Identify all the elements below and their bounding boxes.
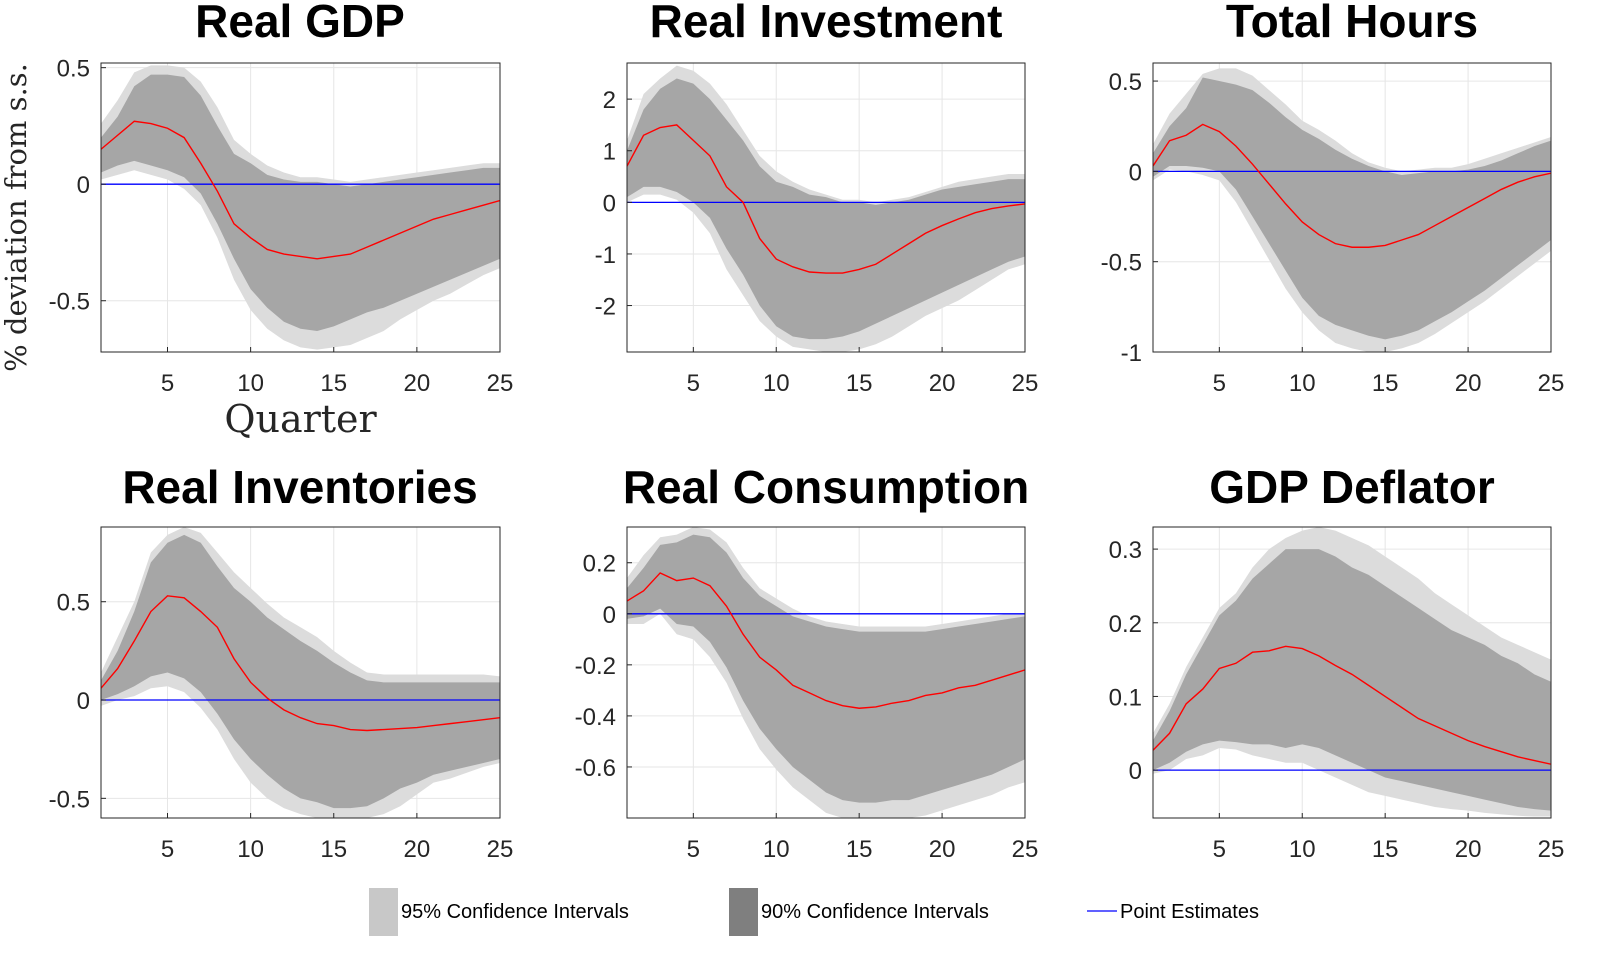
x-tick-label: 25	[1538, 836, 1565, 863]
legend-label-point: Point Estimates	[1120, 901, 1259, 923]
x-tick-label: 15	[320, 836, 347, 863]
y-tick-label: 0.1	[1109, 684, 1142, 711]
y-tick-label: 1	[603, 139, 616, 166]
x-tick-label: 10	[1289, 836, 1316, 863]
panel-real-investment: 5 10 15 20 25 -2 -1 0 1 2 Real Investment	[595, 0, 1039, 397]
y-tick-label: -1	[1121, 340, 1142, 367]
x-tick-label: 5	[1213, 836, 1226, 863]
x-tick-label: 20	[929, 370, 956, 397]
legend: 95% Confidence Intervals 90% Confidence I…	[369, 888, 1259, 936]
x-tick-label: 20	[1455, 370, 1482, 397]
data-layer	[1153, 68, 1551, 352]
y-tick-label: -0.6	[575, 755, 616, 782]
x-tick-label: 25	[1538, 370, 1565, 397]
y-tick-label: 0	[77, 688, 90, 715]
x-tick-label: 15	[846, 370, 873, 397]
y-tick-label: 0.2	[1109, 611, 1142, 638]
ci90-band	[101, 535, 500, 808]
x-tick-label: 15	[1372, 370, 1399, 397]
y-tick-label: 0.3	[1109, 537, 1142, 564]
ci90-band	[1153, 77, 1551, 339]
legend-swatch-ci90	[729, 888, 758, 936]
x-tick-label: 15	[320, 370, 347, 397]
ci90-band	[627, 535, 1025, 803]
panel-title: GDP Deflator	[1209, 461, 1495, 513]
x-tick-label: 25	[1012, 370, 1039, 397]
y-axis-label: % deviation from s.s.	[0, 63, 33, 372]
y-tick-label: 0	[1129, 159, 1142, 186]
y-tick-label: -0.5	[49, 786, 90, 813]
panel-gdp-deflator: 5 10 15 20 25 0 0.1 0.2 0.3 GDP Deflator	[1109, 461, 1565, 863]
panel-title: Total Hours	[1226, 0, 1478, 47]
y-tick-label: -0.5	[1101, 250, 1142, 277]
y-tick-label: -0.5	[49, 289, 90, 316]
data-layer	[1153, 527, 1551, 817]
panel-real-gdp: 5 10 15 20 25 -0.5 0 0.5 Real GDP % deviation fro…	[0, 0, 513, 441]
x-axis-label: Quarter	[224, 397, 377, 441]
x-tick-label: 25	[487, 836, 514, 863]
y-tick-label: 0	[603, 602, 616, 629]
legend-swatch-ci95	[369, 888, 398, 936]
y-tick-label: -0.2	[575, 653, 616, 680]
y-tick-label: 2	[603, 87, 616, 114]
x-tick-label: 10	[763, 836, 790, 863]
y-tick-label: -1	[595, 242, 616, 269]
y-tick-label: 0.5	[1109, 69, 1142, 96]
legend-label-ci95: 95% Confidence Intervals	[401, 901, 629, 923]
panel-title: Real GDP	[195, 0, 405, 47]
x-tick-label: 20	[1455, 836, 1482, 863]
legend-label-ci90: 90% Confidence Intervals	[761, 901, 989, 923]
x-tick-label: 25	[487, 370, 514, 397]
x-tick-label: 20	[404, 370, 431, 397]
panel-title: Real Investment	[650, 0, 1003, 47]
x-tick-label: 10	[237, 836, 264, 863]
panel-real-inventories: 5 10 15 20 25 -0.5 0 0.5 Real Inventories	[49, 461, 514, 863]
x-tick-label: 15	[1372, 836, 1399, 863]
panel-title: Real Inventories	[122, 461, 477, 513]
x-tick-label: 10	[237, 370, 264, 397]
y-tick-label: 0	[1129, 758, 1142, 785]
data-layer	[101, 527, 500, 818]
panel-title: Real Consumption	[623, 461, 1029, 513]
panel-total-hours: 5 10 15 20 25 -1 -0.5 0 0.5 Total Hours	[1101, 0, 1565, 397]
data-layer	[627, 527, 1025, 821]
x-tick-label: 5	[687, 836, 700, 863]
panel-real-consumption: 5 10 15 20 25 -0.6 -0.4 -0.2 0 0.2 Real Consumptio…	[575, 461, 1039, 863]
data-layer	[627, 66, 1025, 352]
y-tick-label: 0.5	[57, 56, 90, 83]
y-tick-label: 0.2	[583, 551, 616, 578]
x-tick-label: 20	[929, 836, 956, 863]
y-tick-label: 0	[603, 190, 616, 217]
y-tick-label: 0.5	[57, 590, 90, 617]
x-tick-label: 10	[1289, 370, 1316, 397]
data-layer	[101, 65, 500, 349]
x-tick-label: 5	[1213, 370, 1226, 397]
ci90-band	[627, 78, 1025, 339]
x-tick-label: 5	[161, 370, 174, 397]
x-tick-label: 10	[763, 370, 790, 397]
x-tick-label: 5	[161, 836, 174, 863]
x-tick-label: 15	[846, 836, 873, 863]
x-tick-label: 20	[404, 836, 431, 863]
x-tick-label: 25	[1012, 836, 1039, 863]
y-tick-label: 0	[77, 172, 90, 199]
y-tick-label: -2	[595, 294, 616, 321]
x-tick-label: 5	[687, 370, 700, 397]
y-tick-label: -0.4	[575, 704, 616, 731]
